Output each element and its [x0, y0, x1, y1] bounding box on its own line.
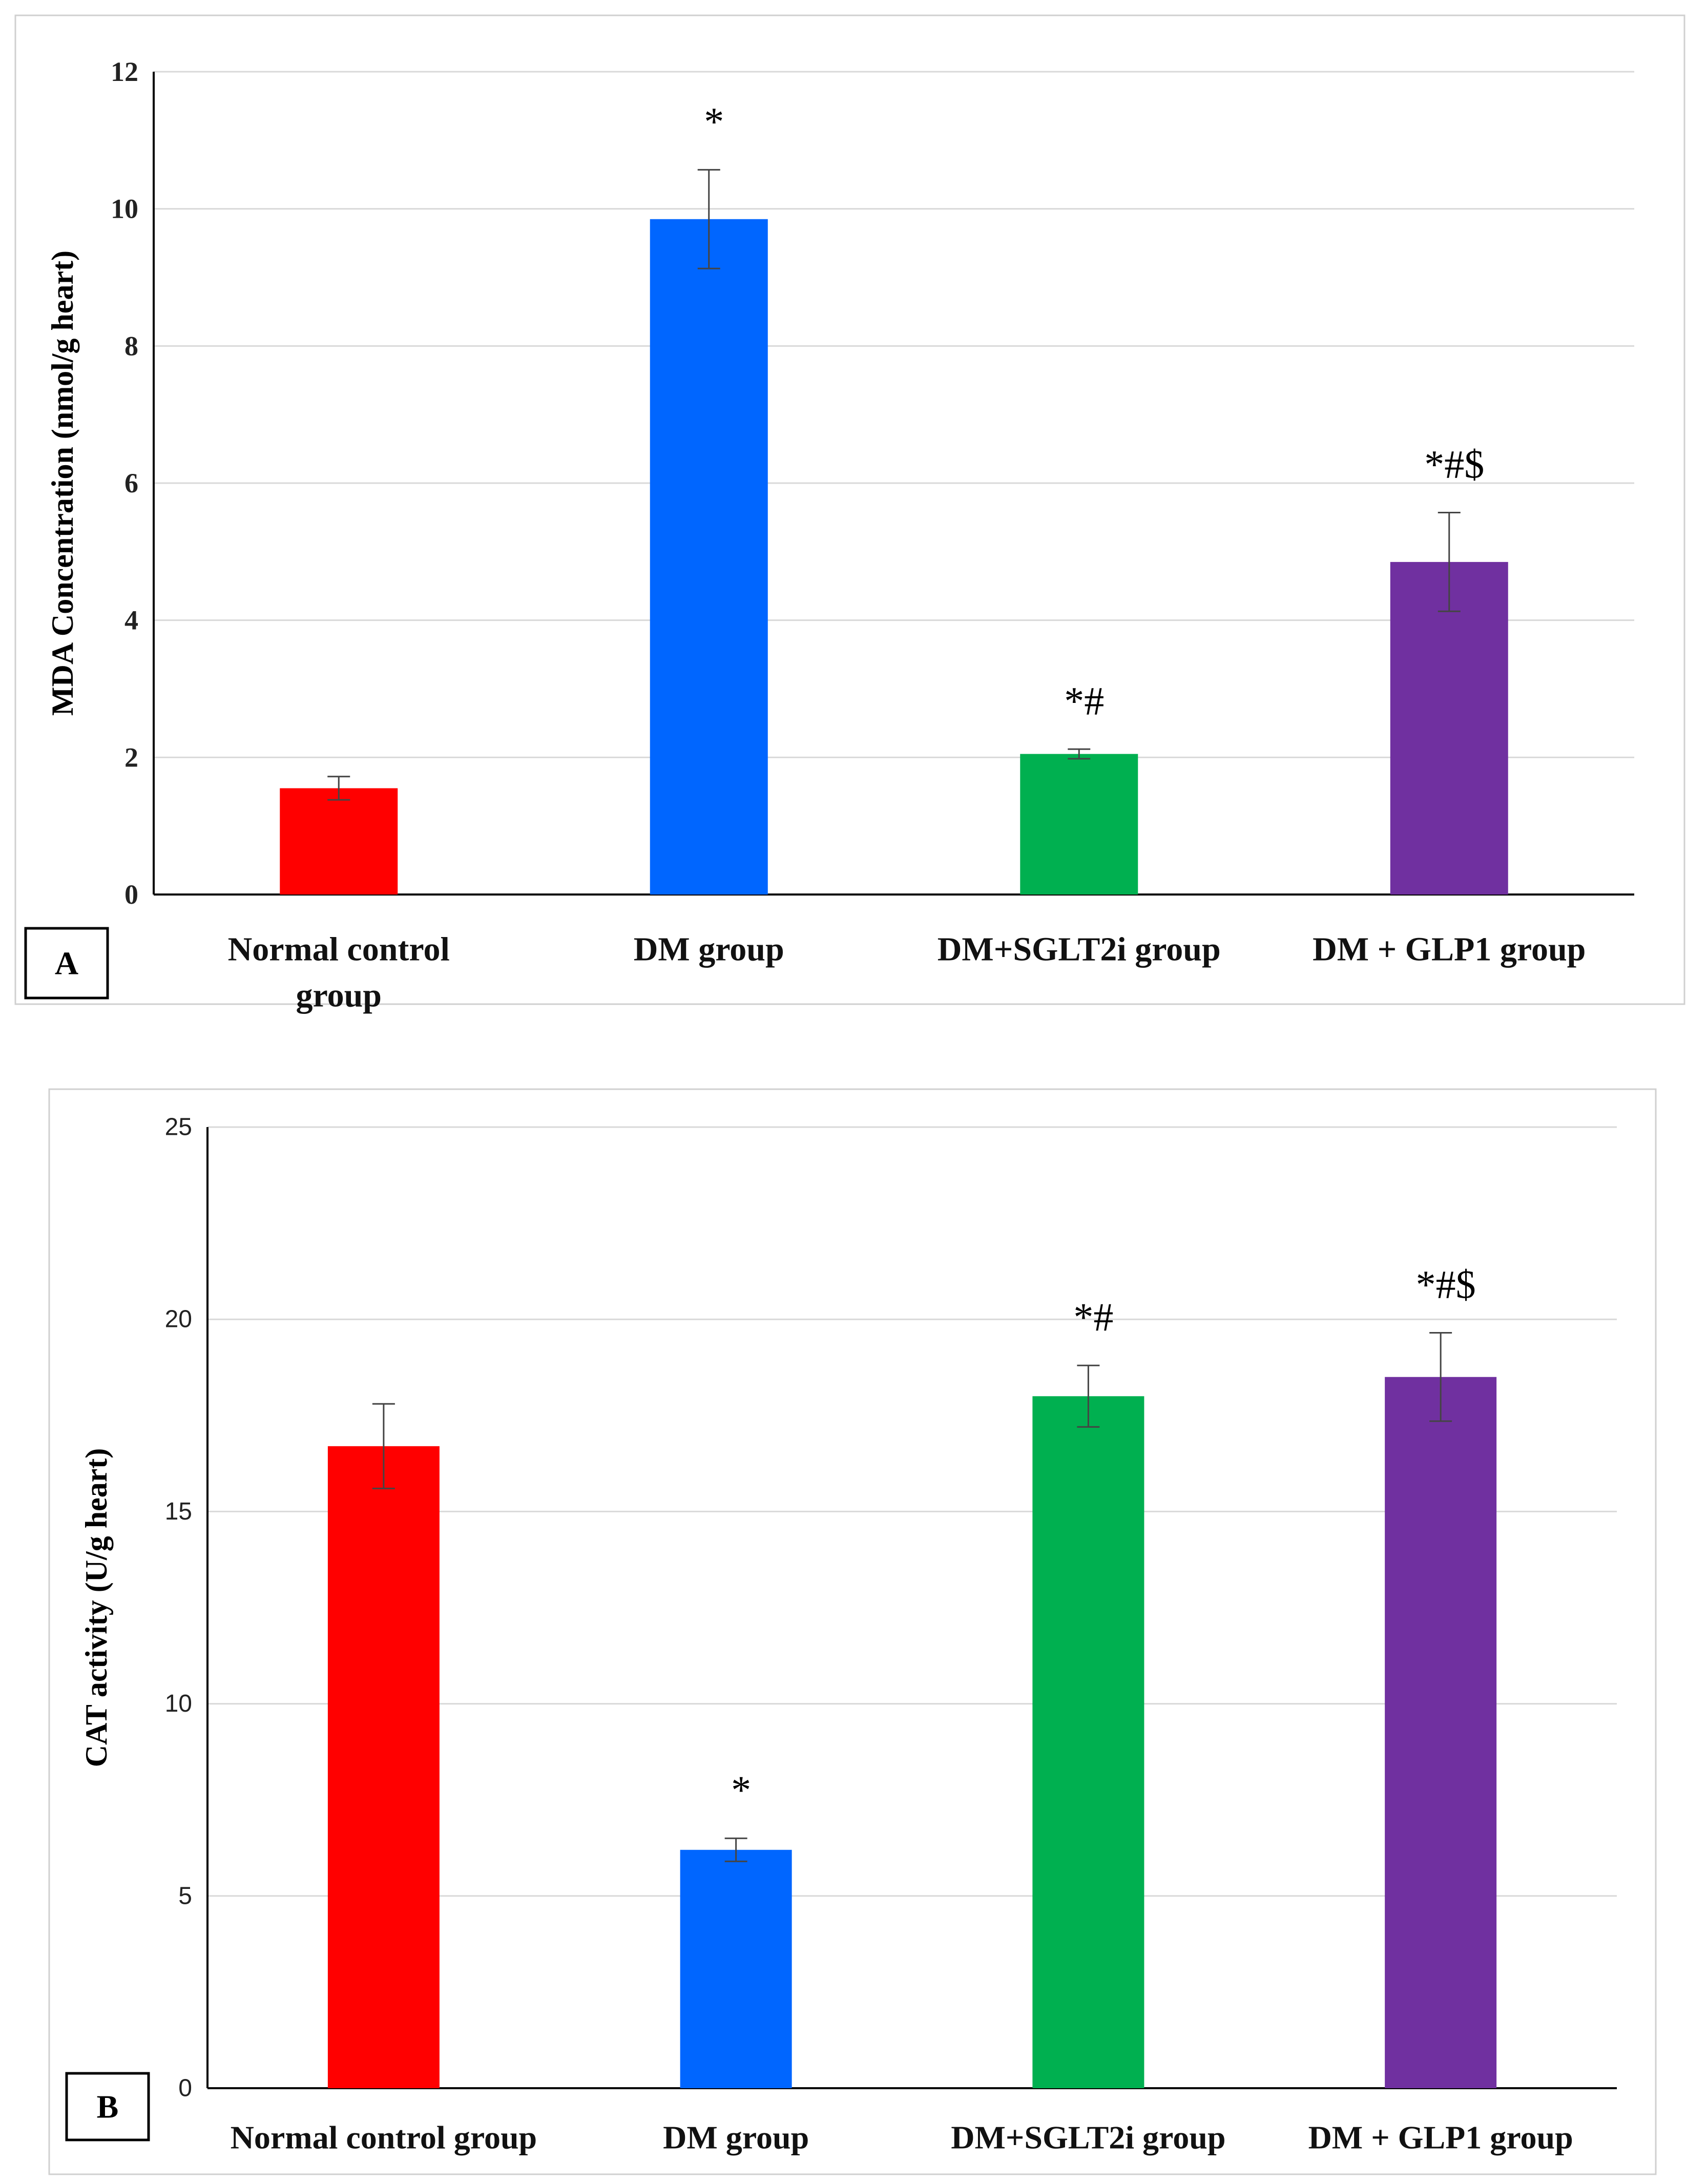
- y-tick-label: 12: [111, 56, 138, 87]
- significance-label: *#$: [1424, 442, 1484, 487]
- bar-2: [680, 1849, 792, 2088]
- bar-2: [650, 219, 768, 895]
- significance-label: *#$: [1416, 1262, 1476, 1306]
- y-tick-label: 8: [124, 330, 138, 361]
- significance-label: *#: [1073, 1295, 1113, 1339]
- bar-1: [327, 1446, 440, 2088]
- y-axis-label: MDA Concentration (nmol/g heart): [46, 251, 79, 716]
- y-tick-label: 20: [165, 1306, 192, 1333]
- panel-label-box: [65, 2072, 150, 2141]
- y-tick-label: 25: [165, 1114, 192, 1141]
- significance-label: *#: [1064, 678, 1104, 723]
- category-label: DM+SGLT2i group: [951, 2119, 1225, 2156]
- y-tick-label: 4: [124, 605, 138, 636]
- bar-3: [1020, 754, 1138, 895]
- bar-1: [280, 788, 398, 895]
- category-label: DM + GLP1 group: [1308, 2119, 1573, 2156]
- y-tick-label: 15: [165, 1498, 192, 1525]
- category-label: Normal control group: [231, 2119, 537, 2156]
- bar-4: [1390, 561, 1508, 895]
- chart-panel-a: 0 2 4 6 8 10 12 MDA Concentration (nmol/g heart…: [14, 14, 1685, 1014]
- y-tick-label: 10: [111, 194, 138, 224]
- bar-3: [1032, 1396, 1144, 2088]
- category-label: group: [296, 977, 382, 1014]
- category-label: DM group: [663, 2119, 809, 2156]
- y-tick-label: 2: [124, 742, 138, 773]
- panel-label: A: [55, 945, 78, 982]
- category-label: DM+SGLT2i group: [938, 931, 1221, 968]
- y-tick-label: 6: [124, 468, 138, 498]
- y-tick-label: 0: [124, 879, 138, 910]
- panel-label: B: [97, 2089, 119, 2125]
- y-axis-label: CAT activity (U/g heart): [79, 1448, 113, 1767]
- category-label: DM + GLP1 group: [1313, 931, 1586, 968]
- y-tick-label: 10: [165, 1690, 192, 1717]
- chart-frame: [48, 1088, 1657, 2175]
- significance-label: *: [704, 99, 724, 143]
- significance-label: *: [731, 1767, 751, 1812]
- chart-panel-b: 0 5 10 15 20 25 CAT activity (U/g heart) Normal…: [48, 1088, 1657, 2175]
- panel-label-box: [24, 927, 109, 1000]
- y-tick-label: 5: [178, 1882, 192, 1909]
- y-tick-label: 0: [178, 2075, 192, 2102]
- category-label: Normal control: [228, 931, 450, 968]
- bar-4: [1385, 1377, 1497, 2088]
- category-label: DM group: [634, 931, 784, 968]
- chart-frame: [14, 14, 1685, 1005]
